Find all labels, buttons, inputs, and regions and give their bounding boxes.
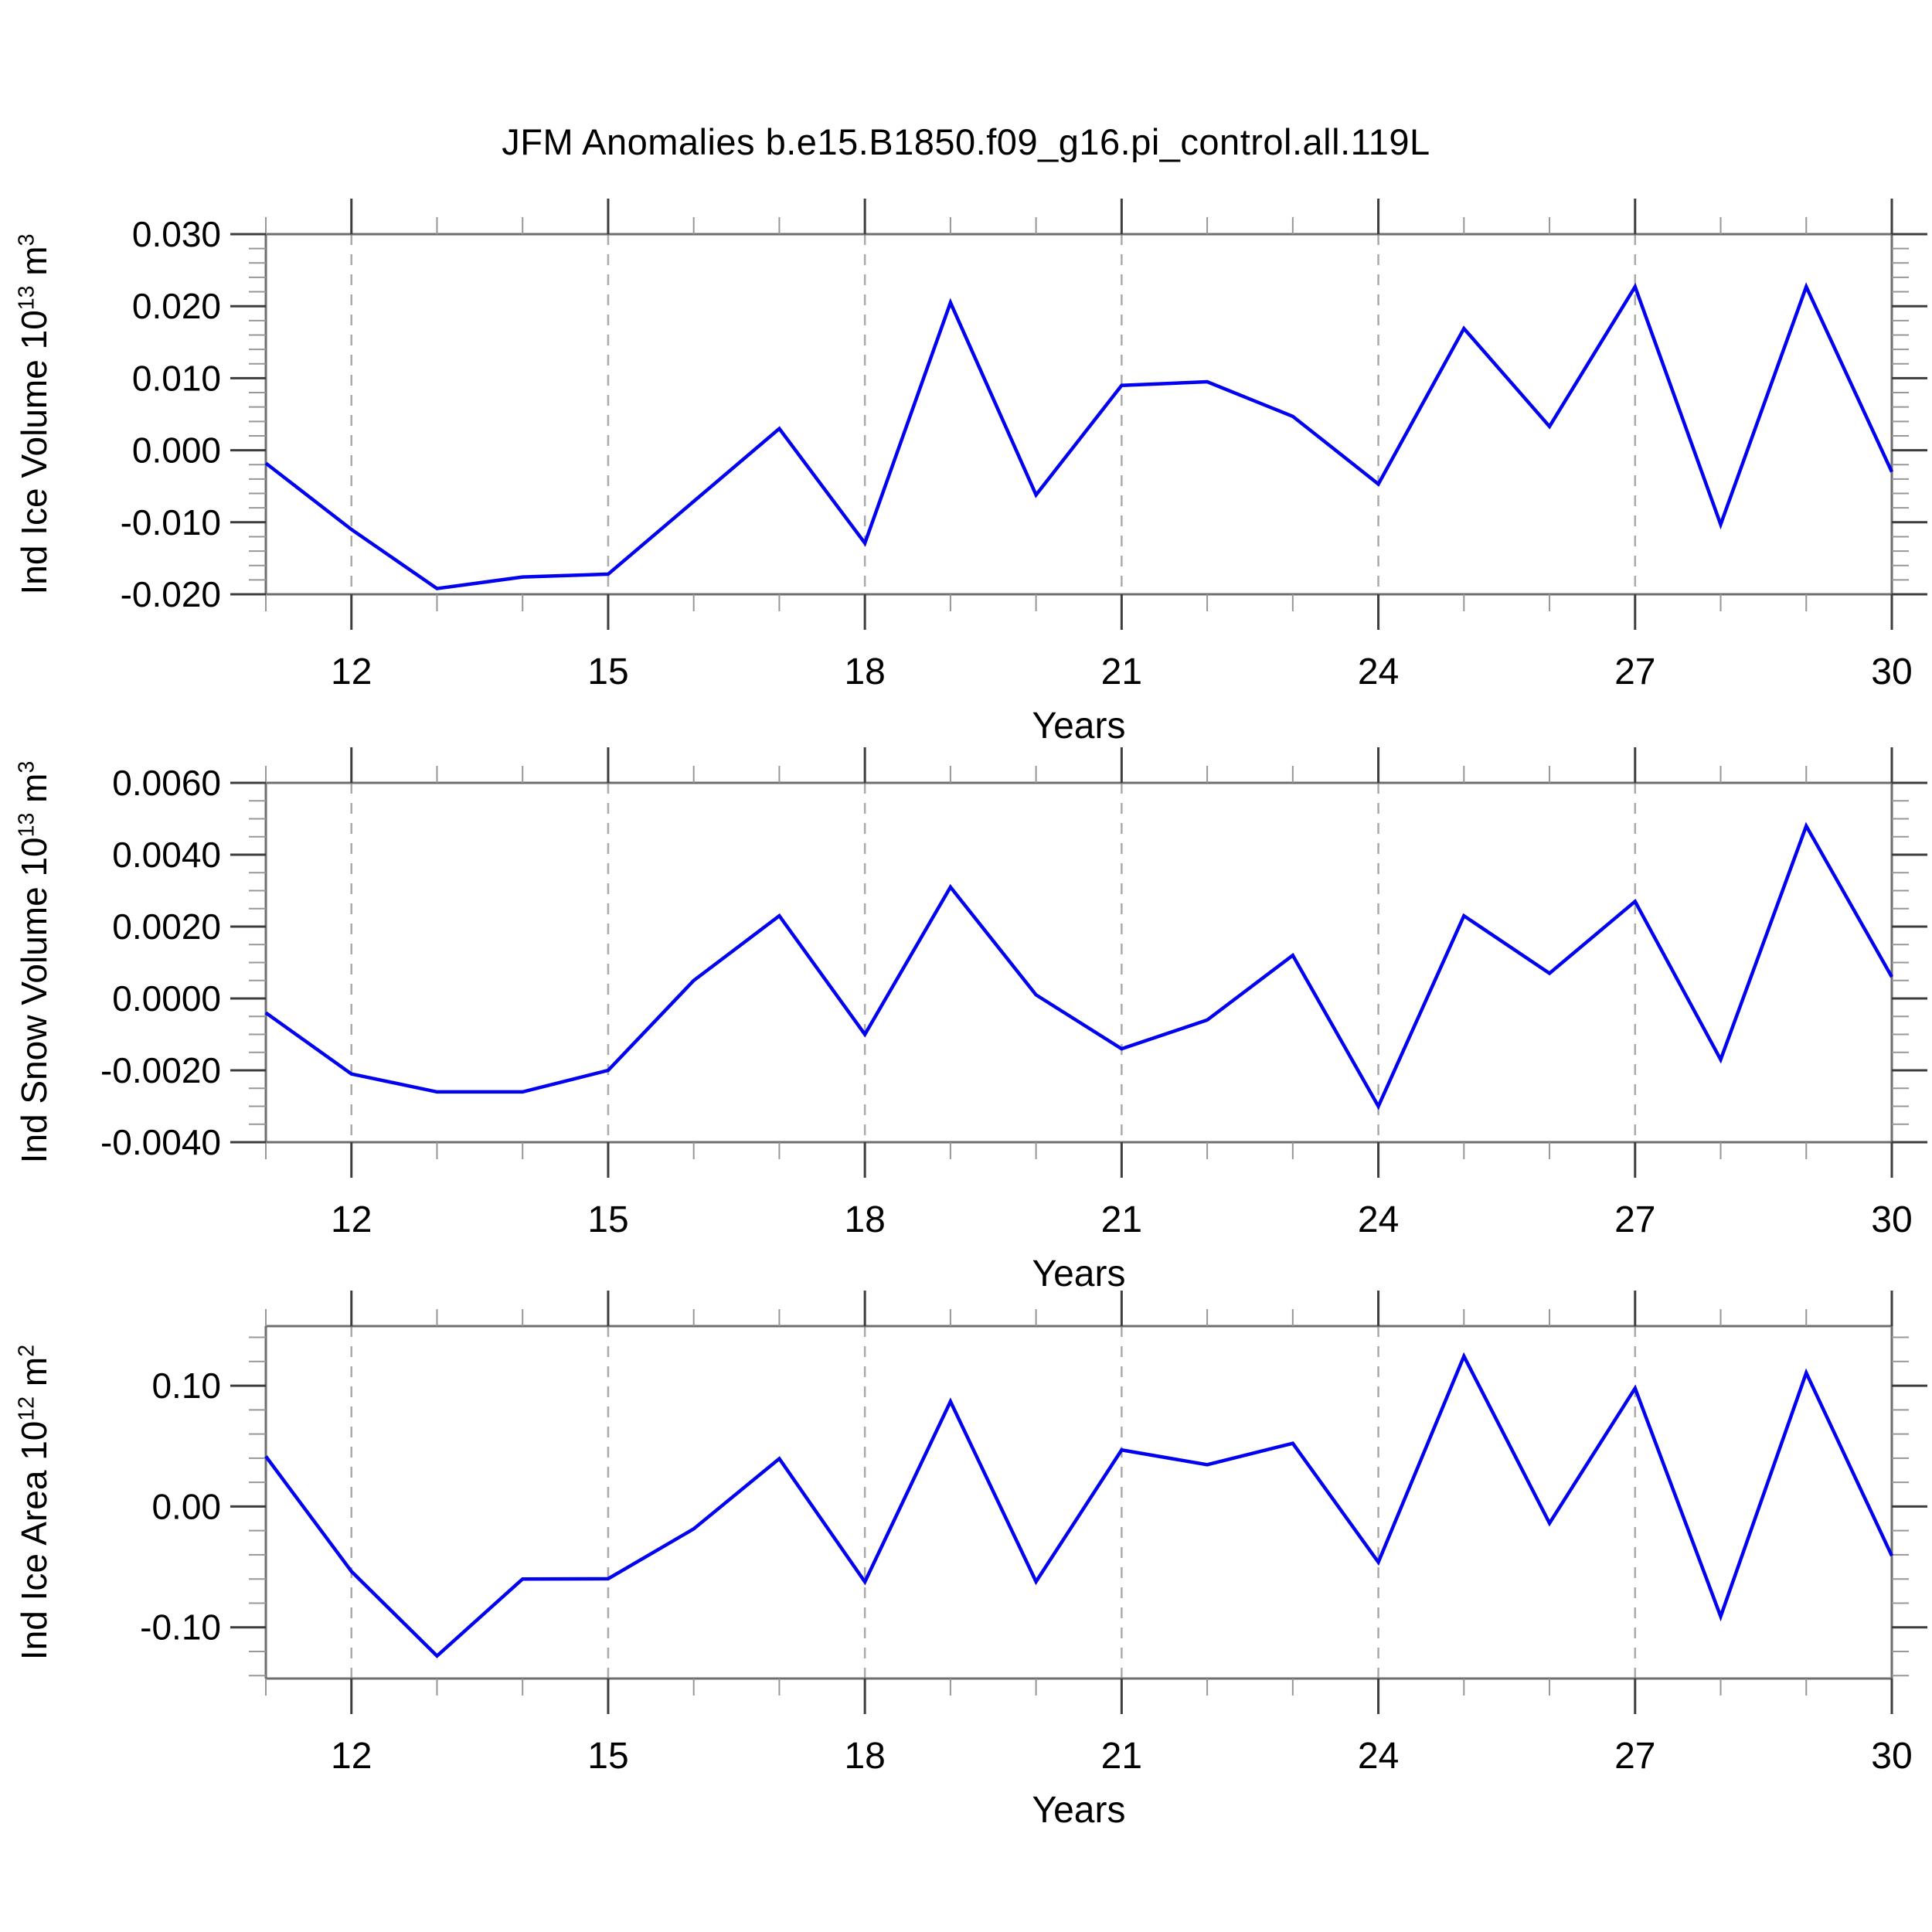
x-tick-label-18: 18 xyxy=(844,1736,885,1777)
y-tick-label: -0.0040 xyxy=(100,1122,221,1162)
x-tick-label-12: 12 xyxy=(331,1736,372,1777)
y-tick-label: 0.000 xyxy=(132,430,221,471)
x-tick-label-30: 30 xyxy=(1871,1736,1912,1777)
x-tick-label-15: 15 xyxy=(587,651,628,692)
y-tick-label: 0.0020 xyxy=(112,906,221,947)
x-tick-label-12: 12 xyxy=(331,1199,372,1240)
page-title: JFM Anomalies b.e15.B1850.f09_g16.pi_con… xyxy=(502,121,1430,162)
y-tick-label: -0.0020 xyxy=(100,1050,221,1090)
data-line-snow-volume xyxy=(264,821,1893,1111)
x-tick-label-21: 21 xyxy=(1101,651,1142,692)
x-axis-label-years: Years xyxy=(1032,1253,1126,1294)
x-tick-label-18: 18 xyxy=(844,651,885,692)
x-axis-label-years: Years xyxy=(1032,1790,1126,1831)
x-tick-label-21: 21 xyxy=(1101,1199,1142,1240)
x-tick-label-15: 15 xyxy=(587,1736,628,1777)
y-tick-label: -0.010 xyxy=(121,502,221,543)
y-tick-label: 0.010 xyxy=(132,358,221,398)
y-tick-label: 0.10 xyxy=(151,1366,221,1406)
x-tick-label-30: 30 xyxy=(1871,1199,1912,1240)
x-tick-label-24: 24 xyxy=(1358,1736,1399,1777)
x-tick-label-15: 15 xyxy=(587,1199,628,1240)
data-line-ice-area xyxy=(264,1352,1894,1658)
x-tick-label-24: 24 xyxy=(1358,651,1399,692)
y-tick-label: -0.10 xyxy=(140,1607,221,1648)
y-tick-label: 0.030 xyxy=(132,214,221,254)
x-tick-label-27: 27 xyxy=(1614,651,1655,692)
x-tick-label-18: 18 xyxy=(844,1199,885,1240)
data-line-ice-volume xyxy=(264,282,1894,590)
y-tick-label: 0.020 xyxy=(132,286,221,326)
x-axis-label-years: Years xyxy=(1032,706,1126,747)
y-tick-label: 0.0040 xyxy=(112,835,221,875)
y-tick-label: -0.020 xyxy=(121,574,221,614)
x-tick-label-24: 24 xyxy=(1358,1199,1399,1240)
y-tick-label: 0.0000 xyxy=(112,978,221,1019)
x-tick-label-21: 21 xyxy=(1101,1736,1142,1777)
x-tick-label-27: 27 xyxy=(1614,1736,1655,1777)
y-tick-label: 0.00 xyxy=(151,1486,221,1526)
x-tick-label-30: 30 xyxy=(1871,651,1912,692)
x-tick-label-27: 27 xyxy=(1614,1199,1655,1240)
x-tick-label-12: 12 xyxy=(331,651,372,692)
y-tick-label: 0.0060 xyxy=(112,763,221,803)
